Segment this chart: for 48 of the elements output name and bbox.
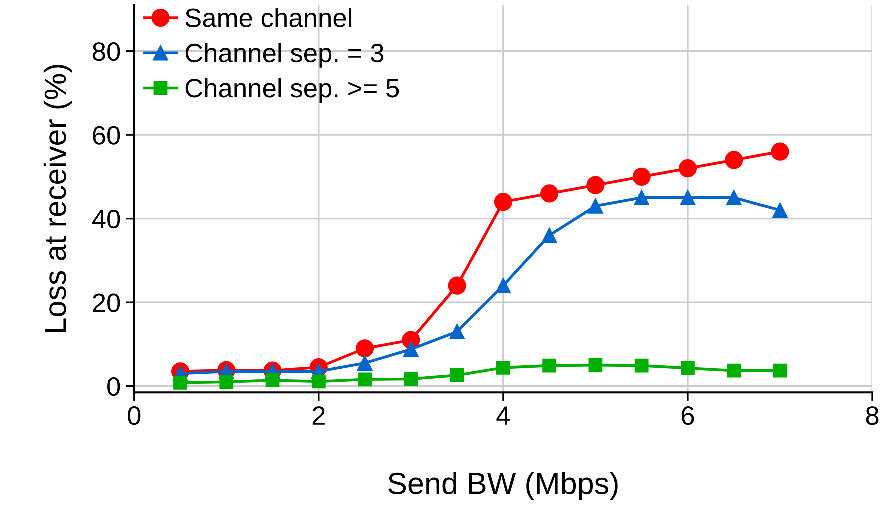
point [266,374,280,388]
point [450,368,464,382]
point [496,278,512,294]
x-axis-title: Send BW (Mbps) [388,472,618,501]
y-tick-label: 40 [92,210,120,229]
point [542,358,557,373]
legend-label: Same channel [186,8,352,28]
x-tick-label: 2 [312,406,325,425]
y-tick-label: 0 [108,377,120,396]
legend-label: Channel sep. = 3 [186,43,384,68]
point [586,176,605,194]
y-axis-title: Loss at receiver (%) [44,64,72,332]
point [357,356,373,371]
point [174,376,188,390]
point [540,184,559,203]
point [726,190,742,206]
point [542,228,558,244]
x-tick-label: 6 [682,406,694,426]
point [727,364,742,378]
point [678,160,697,178]
y-tick-label: 80 [92,42,120,62]
point [773,364,788,378]
point [725,151,744,170]
point [772,202,788,218]
point [494,193,512,212]
x-tick-label: 4 [496,406,510,425]
point [404,342,419,358]
point [634,358,649,373]
x-tick-label: 0 [128,406,141,426]
point [681,361,695,376]
point [448,276,466,295]
point [588,198,604,214]
point [220,375,234,390]
point [632,168,651,186]
point [588,358,603,372]
x-tick-label: 8 [866,406,879,426]
point [771,142,790,161]
y-tick-label: 60 [93,126,120,145]
point [404,372,418,386]
point [450,324,465,340]
point [356,340,374,358]
point [496,360,510,375]
point [312,374,326,389]
point [358,372,372,387]
y-tick-label: 20 [93,294,120,312]
point [634,190,650,206]
point [680,190,696,206]
legend-label: Channel sep. >= 5 [186,78,400,103]
